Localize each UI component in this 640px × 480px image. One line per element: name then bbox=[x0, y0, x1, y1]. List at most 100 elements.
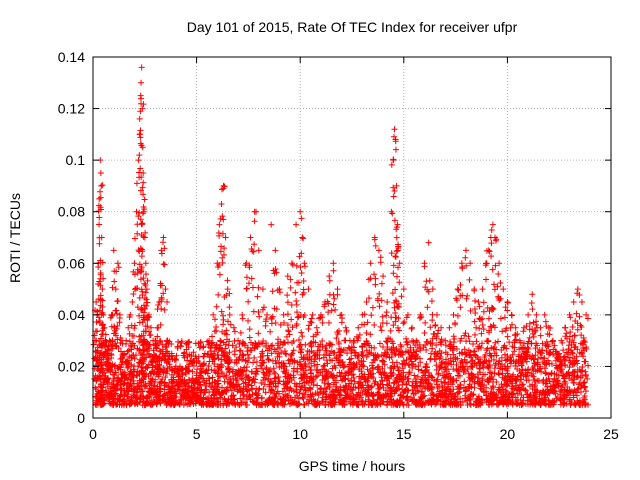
x-axis-title: GPS time / hours bbox=[299, 458, 406, 474]
baseline-point bbox=[412, 376, 419, 383]
data-point bbox=[142, 260, 149, 267]
data-point-spread bbox=[307, 370, 314, 377]
baseline-point bbox=[484, 345, 491, 352]
data-point-spread bbox=[145, 343, 152, 350]
baseline-point bbox=[476, 365, 483, 372]
data-point-spread bbox=[90, 341, 97, 348]
data-point-spread bbox=[218, 362, 225, 369]
baseline-point bbox=[551, 342, 558, 349]
data-point-spread bbox=[160, 261, 167, 268]
baseline-point bbox=[531, 382, 538, 389]
baseline-point bbox=[289, 339, 296, 346]
baseline-point bbox=[194, 366, 201, 373]
data-point-spread bbox=[172, 387, 179, 394]
baseline-point bbox=[292, 394, 299, 401]
data-point-spread bbox=[137, 134, 144, 141]
data-point-spread bbox=[141, 402, 148, 409]
data-point-spread bbox=[164, 298, 171, 305]
baseline-point bbox=[218, 356, 225, 363]
data-point bbox=[367, 260, 374, 267]
baseline-point bbox=[479, 377, 486, 384]
data-point-spread bbox=[211, 378, 218, 385]
data-point bbox=[99, 286, 106, 293]
data-point bbox=[355, 324, 362, 331]
data-point-spread bbox=[300, 235, 307, 242]
data-point-spread bbox=[138, 367, 145, 374]
data-point-spread bbox=[328, 307, 335, 314]
baseline-point bbox=[215, 355, 222, 362]
data-point-spread bbox=[320, 388, 327, 395]
data-point-spread bbox=[226, 290, 233, 297]
data-point bbox=[393, 182, 400, 189]
baseline-point bbox=[435, 371, 442, 378]
data-point-spread bbox=[120, 352, 127, 359]
data-point-spread bbox=[144, 323, 151, 330]
baseline-point bbox=[305, 400, 312, 407]
data-point-spread bbox=[302, 387, 309, 394]
data-point-spread bbox=[124, 348, 131, 355]
data-point-spread bbox=[200, 398, 207, 405]
data-point-spread bbox=[295, 279, 302, 286]
data-point-spread bbox=[377, 259, 384, 266]
data-point-spread bbox=[99, 391, 106, 398]
data-point-spread bbox=[131, 286, 138, 293]
data-point-spread bbox=[319, 337, 326, 344]
data-point-spread bbox=[224, 277, 231, 284]
baseline-point bbox=[245, 376, 252, 383]
data-point-spread bbox=[212, 369, 219, 376]
baseline-point bbox=[520, 381, 527, 388]
data-point-spread bbox=[99, 259, 106, 266]
data-point-spread bbox=[387, 396, 394, 403]
data-point-spread bbox=[291, 380, 298, 387]
chart-title: Day 101 of 2015, Rate Of TEC Index for r… bbox=[187, 19, 518, 35]
data-points bbox=[90, 64, 591, 409]
data-point-spread bbox=[204, 351, 211, 358]
baseline-point bbox=[231, 395, 238, 402]
data-point-spread bbox=[209, 333, 216, 340]
data-point-spread bbox=[368, 312, 375, 319]
baseline-point bbox=[422, 342, 429, 349]
data-point-spread bbox=[345, 363, 352, 370]
data-point-spread bbox=[390, 156, 397, 163]
baseline-point bbox=[388, 386, 395, 393]
data-point-spread bbox=[227, 384, 234, 391]
baseline-point bbox=[563, 392, 570, 399]
baseline-point bbox=[464, 366, 471, 373]
data-point bbox=[326, 273, 333, 280]
baseline-point bbox=[479, 340, 486, 347]
data-point-spread bbox=[319, 319, 326, 326]
baseline-point bbox=[185, 344, 192, 351]
baseline-point bbox=[130, 351, 137, 358]
baseline-point bbox=[325, 380, 332, 387]
data-point-spread bbox=[156, 380, 163, 387]
baseline-point bbox=[570, 394, 577, 401]
data-point-spread bbox=[345, 369, 352, 376]
data-point bbox=[135, 157, 142, 164]
data-point-spread bbox=[277, 321, 284, 328]
data-point bbox=[272, 247, 279, 254]
data-point-spread bbox=[353, 361, 360, 368]
baseline-point bbox=[309, 391, 316, 398]
baseline-point bbox=[543, 347, 550, 354]
data-point-spread bbox=[212, 316, 219, 323]
data-point bbox=[264, 311, 271, 318]
baseline-point bbox=[268, 350, 275, 357]
baseline-point bbox=[535, 348, 542, 355]
data-point-spread bbox=[391, 217, 398, 224]
data-point-spread bbox=[240, 385, 247, 392]
baseline-point bbox=[114, 374, 121, 381]
baseline-point bbox=[463, 397, 470, 404]
baseline-point bbox=[400, 357, 407, 364]
data-point-spread bbox=[379, 378, 386, 385]
data-point bbox=[201, 350, 208, 357]
baseline-point bbox=[157, 388, 164, 395]
baseline-point bbox=[432, 356, 439, 363]
baseline-point bbox=[506, 339, 513, 346]
data-point-spread bbox=[113, 325, 120, 332]
data-point-spread bbox=[352, 349, 359, 356]
data-point-spread bbox=[158, 357, 165, 364]
baseline-point bbox=[348, 355, 355, 362]
baseline-point bbox=[378, 351, 385, 358]
data-point-spread bbox=[372, 242, 379, 249]
data-point-spread bbox=[378, 280, 385, 287]
